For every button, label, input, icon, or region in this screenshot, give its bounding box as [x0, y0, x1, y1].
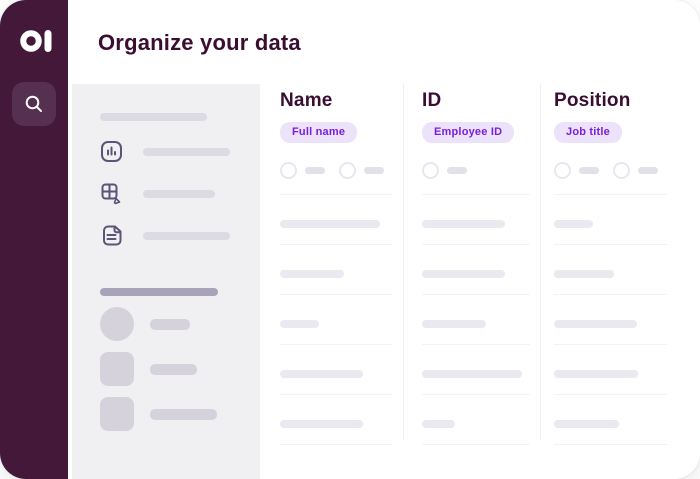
- bar-chart-icon: [100, 140, 123, 163]
- sidebar-item-tables[interactable]: [100, 182, 260, 205]
- cell-skeleton-bar: [422, 420, 455, 428]
- document-icon: [100, 224, 123, 247]
- list-item-label-skeleton: [150, 408, 217, 420]
- table-row-skeleton: [280, 244, 392, 294]
- table-row-skeleton: [554, 394, 667, 445]
- search-icon: [23, 93, 45, 115]
- thumbnail-skeleton: [100, 397, 134, 431]
- skeleton-nav-heading: [100, 113, 207, 121]
- table-row-skeleton: [554, 294, 667, 344]
- field-type-badge: Employee ID: [422, 122, 515, 143]
- skeleton-rows: [422, 194, 530, 445]
- chip-skeleton: [613, 161, 658, 179]
- chip-circle-skeleton: [554, 161, 571, 179]
- primary-sidebar: [0, 0, 68, 479]
- sidebar-item-label-skeleton: [143, 189, 215, 198]
- list-item-label-skeleton: [150, 318, 190, 330]
- chip-circle-skeleton: [422, 161, 439, 179]
- chip-skeleton: [422, 161, 467, 179]
- list-item: [100, 352, 260, 386]
- table-row-skeleton: [422, 194, 530, 244]
- list-item: [100, 397, 260, 431]
- table-edit-icon: [100, 182, 123, 205]
- chip-bar-skeleton: [305, 166, 325, 174]
- sidebar-item-label-skeleton: [143, 147, 230, 156]
- cell-skeleton-bar: [554, 370, 638, 378]
- cell-skeleton-bar: [422, 220, 505, 228]
- cell-skeleton-bar: [554, 420, 619, 428]
- chip-row: [422, 161, 530, 179]
- table-row-skeleton: [422, 294, 530, 344]
- sidebar-item-label-skeleton: [143, 231, 230, 240]
- sidebar-item-documents[interactable]: [100, 224, 260, 247]
- chip-circle-skeleton: [339, 161, 356, 179]
- table-column-name: Name Full name: [260, 84, 403, 445]
- table-row-skeleton: [554, 244, 667, 294]
- skeleton-rows: [280, 194, 392, 445]
- cell-skeleton-bar: [280, 220, 380, 228]
- chip-skeleton: [280, 161, 325, 179]
- table-row-skeleton: [280, 344, 392, 394]
- skeleton-rows: [554, 194, 667, 445]
- table-row-skeleton: [554, 344, 667, 394]
- cell-skeleton-bar: [422, 370, 522, 378]
- table-row-skeleton: [554, 194, 667, 244]
- cell-skeleton-bar: [280, 370, 363, 378]
- table-row-skeleton: [280, 294, 392, 344]
- chip-circle-skeleton: [613, 161, 630, 179]
- sidebar-item-reports[interactable]: [100, 140, 260, 163]
- chip-bar-skeleton: [638, 166, 658, 174]
- table-row-skeleton: [422, 244, 530, 294]
- chip-bar-skeleton: [447, 166, 467, 174]
- secondary-sidebar: [72, 84, 260, 479]
- chip-row: [554, 161, 667, 179]
- cell-skeleton-bar: [554, 220, 593, 228]
- cell-skeleton-bar: [422, 320, 486, 328]
- chip-bar-skeleton: [364, 166, 384, 174]
- table-row-skeleton: [280, 194, 392, 244]
- cell-skeleton-bar: [280, 320, 319, 328]
- table-row-skeleton: [422, 344, 530, 394]
- table-row-skeleton: [422, 394, 530, 445]
- field-type-badge: Full name: [280, 122, 358, 143]
- page-title: Organize your data: [98, 30, 301, 55]
- topbar: Organize your data: [68, 0, 700, 84]
- chip-row: [280, 161, 392, 179]
- field-type-badge: Job title: [554, 122, 622, 143]
- search-button[interactable]: [12, 82, 56, 126]
- column-header: ID: [422, 90, 442, 111]
- table-row-skeleton: [280, 394, 392, 445]
- cell-skeleton-bar: [554, 320, 637, 328]
- column-header: Name: [280, 90, 333, 111]
- chip-circle-skeleton: [280, 161, 297, 179]
- column-header: Position: [554, 90, 631, 111]
- skeleton-section-heading: [100, 288, 218, 296]
- cell-skeleton-bar: [280, 420, 363, 428]
- chip-skeleton: [554, 161, 599, 179]
- cell-skeleton-bar: [280, 270, 344, 278]
- cell-skeleton-bar: [554, 270, 614, 278]
- chip-bar-skeleton: [579, 166, 599, 174]
- list-item-label-skeleton: [150, 363, 197, 375]
- brand-logo-icon: [20, 29, 54, 53]
- table-column-position: Position Job title: [540, 84, 700, 445]
- data-table: Name Full name ID Employee ID Position J…: [260, 84, 700, 479]
- thumbnail-skeleton: [100, 352, 134, 386]
- avatar-skeleton: [100, 307, 134, 341]
- table-column-id: ID Employee ID: [403, 84, 540, 445]
- chip-skeleton: [339, 161, 384, 179]
- list-item: [100, 307, 260, 341]
- cell-skeleton-bar: [422, 270, 505, 278]
